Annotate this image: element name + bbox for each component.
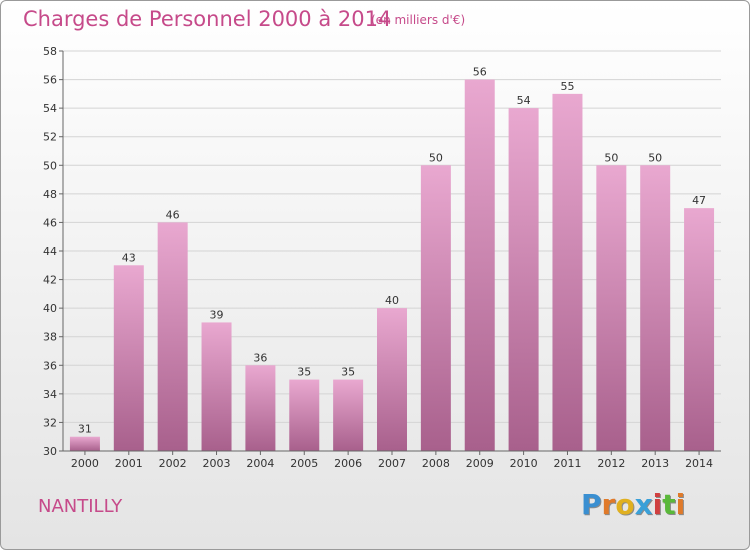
proxiti-logo: Proxiti [581,488,685,521]
x-tick-label: 2001 [115,457,143,470]
x-tick-label: 2012 [597,457,625,470]
data-label: 36 [253,351,267,364]
y-tick-label: 46 [43,216,57,229]
y-tick-label: 38 [43,331,57,344]
bars [69,79,715,452]
logo-letter: x [634,488,653,521]
axes [59,50,721,455]
data-label: 50 [604,151,618,164]
bar-2005 [289,379,320,451]
chart-title: Charges de Personnel 2000 à 2014 [23,7,392,31]
city-name: NANTILLY [38,496,123,517]
data-label: 39 [210,308,224,321]
data-label: 56 [473,66,487,79]
x-tick-label: 2004 [246,457,274,470]
data-label: 35 [341,366,355,379]
y-tick-label: 34 [43,388,57,401]
bar-2011 [552,93,583,451]
x-tick-label: 2000 [71,457,99,470]
bar-2013 [640,165,671,452]
y-tick-label: 58 [43,45,57,58]
data-label: 54 [517,94,531,107]
data-label: 46 [166,208,180,221]
y-tick-label: 50 [43,159,57,172]
data-label: 50 [648,151,662,164]
bar-2002 [157,222,188,451]
x-tick-label: 2003 [203,457,231,470]
x-tick-label: 2002 [159,457,187,470]
logo-letter: t [662,488,676,521]
bar-2014 [684,208,715,451]
logo-letter: i [675,488,686,521]
y-tick-label: 56 [43,74,57,87]
x-tick-label: 2009 [466,457,494,470]
y-tick-label: 36 [43,359,57,372]
bar-2009 [464,79,495,452]
y-tick-label: 54 [43,102,57,115]
logo-letter: i [652,488,663,521]
y-tick-label: 42 [43,274,57,287]
x-tick-label: 2005 [290,457,318,470]
x-tick-label: 2010 [510,457,538,470]
y-tick-label: 52 [43,131,57,144]
bar-2000 [69,436,100,451]
bar-2003 [201,322,232,451]
logo-letter: P [581,488,602,521]
bar-2007 [377,308,407,451]
x-tick-label: 2011 [553,457,581,470]
bar-2012 [596,165,627,452]
bar-2010 [508,108,539,452]
logo-letter: r [601,488,616,521]
data-label: 55 [560,80,574,93]
y-tick-label: 30 [43,445,57,458]
x-tick-label: 2013 [641,457,669,470]
data-label: 47 [692,194,706,207]
bar-2006 [333,379,364,451]
data-label: 50 [429,151,443,164]
logo-letter: o [615,488,635,521]
y-tick-label: 44 [43,245,57,258]
y-tick-label: 40 [43,302,57,315]
y-tick-label: 48 [43,188,57,201]
bar-2008 [420,165,451,452]
data-label: 40 [385,294,399,307]
labels: 30 32 34 36 38 40 42 44 46 48 50 52 54 56 58 31 2000 43 20… [43,45,713,470]
bar-2001 [113,265,144,451]
x-tick-label: 2007 [378,457,406,470]
x-tick-label: 2014 [685,457,713,470]
bar-2004 [245,365,276,451]
data-label: 43 [122,251,136,264]
y-tick-label: 32 [43,416,57,429]
chart-subtitle: (en milliers d'€) [371,13,466,27]
x-tick-label: 2006 [334,457,362,470]
data-label: 35 [297,366,311,379]
x-tick-label: 2008 [422,457,450,470]
data-label: 31 [78,423,92,436]
